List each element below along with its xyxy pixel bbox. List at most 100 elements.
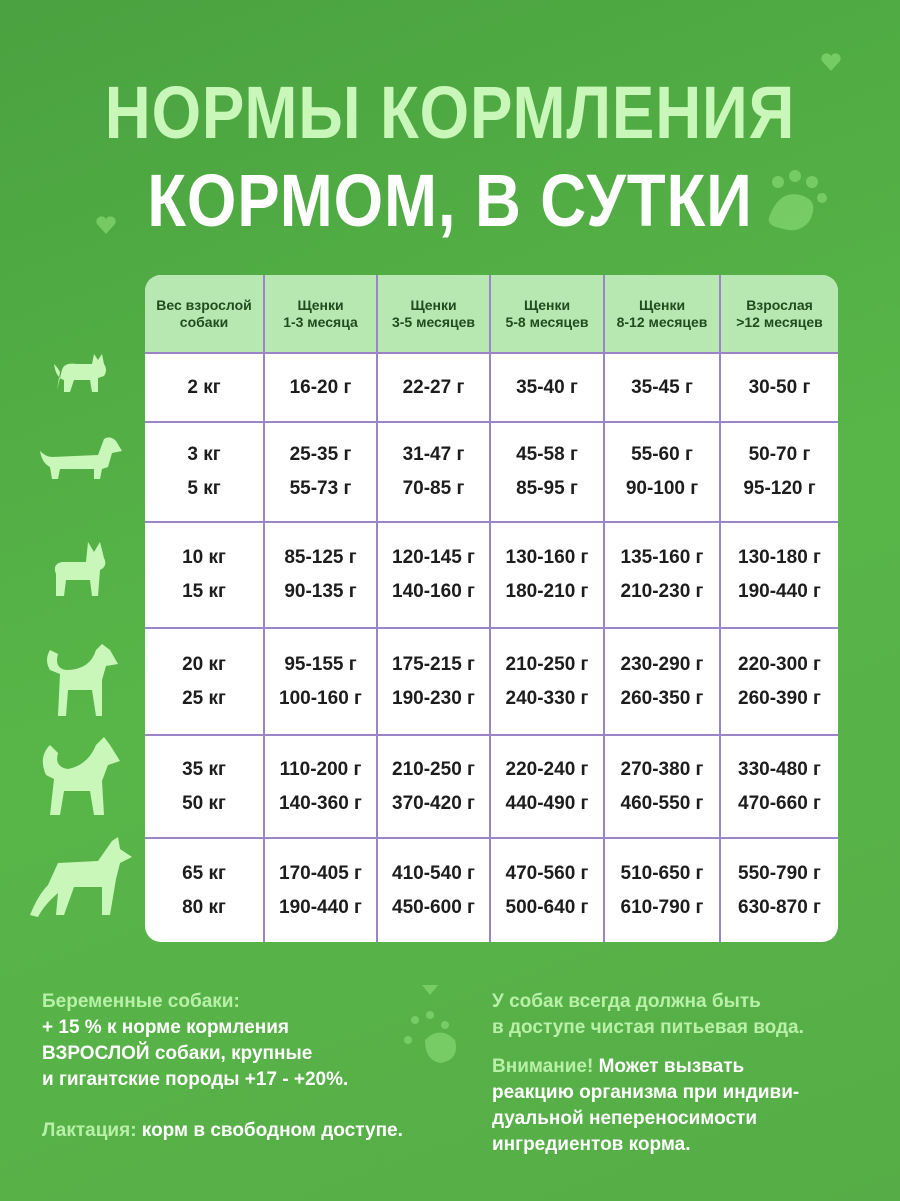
portion-cell: 35-45 г [603, 352, 721, 423]
cell-value: 90-100 г [625, 478, 699, 499]
portion-cell: 130-160 г 180-210 г [489, 521, 605, 629]
header-line: 5-8 месяцев [505, 313, 589, 330]
cell-value: 50-70 г [748, 444, 811, 465]
cell-value: 175-215 г [392, 653, 475, 675]
header-line: 1-3 месяца [283, 313, 358, 330]
cell-value: 2 кг [187, 376, 221, 398]
cell-value: 15 кг [182, 581, 226, 602]
cell-value: 510-650 г [620, 862, 704, 884]
paw-icon [768, 170, 827, 231]
pregnant-line: и гигантские породы +17 - +20%. [42, 1069, 349, 1090]
warning-line: реакцию организма при индиви- [492, 1082, 800, 1103]
portion-cell: 270-380 г 460-550 г [603, 734, 721, 839]
weight-cell: 35 кг 50 кг [145, 734, 265, 839]
warning-line: ингредиентов корма. [492, 1134, 691, 1155]
header-line: собаки [179, 313, 229, 330]
cell-value: 35 кг [182, 758, 226, 780]
cell-value: 70-85 г [402, 478, 465, 499]
pregnant-line: ВЗРОСЛОЙ собаки, крупные [42, 1043, 313, 1064]
cell-value: 55-73 г [289, 478, 352, 499]
weight-cell: 3 кг 5 кг [145, 421, 265, 523]
cell-value: 140-360 г [279, 792, 362, 814]
portion-cell: 85-125 г 90-135 г [263, 521, 378, 629]
cell-value: 180-210 г [505, 581, 589, 602]
cell-value: 210-230 г [620, 581, 704, 602]
cell-value: 410-540 г [392, 862, 475, 884]
cell-value: 270-380 г [620, 758, 704, 780]
french-bulldog-silhouette-icon [54, 542, 106, 596]
portion-cell: 35-40 г [489, 352, 605, 423]
portion-cell: 45-58 г 85-95 г [489, 421, 605, 523]
header-line: Щенки [297, 296, 344, 313]
warning-line: Может вызвать [593, 1056, 745, 1077]
column-header: Вес взрослой собаки [145, 275, 265, 354]
portion-cell: 16-20 г [263, 352, 378, 423]
cell-value: 31-47 г [402, 444, 465, 465]
cell-value: 260-390 г [738, 687, 821, 709]
feeding-table: Вес взрослой собаки Щенки 1-3 месяца Щенки 3-… [145, 275, 838, 942]
heart-icon [821, 53, 841, 71]
portion-cell: 120-145 г 140-160 г [376, 521, 491, 629]
portion-cell: 210-250 г 240-330 г [489, 627, 605, 736]
portion-cell: 220-240 г 440-490 г [489, 734, 605, 839]
column-header: Щенки 3-5 месяцев [376, 275, 491, 354]
header-line: Щенки [638, 296, 686, 313]
cell-value: 90-135 г [284, 581, 357, 602]
cell-value: 25-35 г [289, 444, 352, 465]
pregnant-line: + 15 % к норме кормления [42, 1017, 289, 1038]
portion-cell: 22-27 г [376, 352, 491, 423]
heart-icon [96, 216, 116, 234]
table-row: 3 кг 5 кг 25-35 г 55-73 г 31-47 г 70-85 г 45-5… [145, 421, 838, 523]
dachshund-silhouette-icon [40, 437, 122, 479]
cell-value: 230-290 г [620, 653, 704, 675]
cell-value: 190-440 г [279, 896, 362, 918]
cell-value: 220-240 г [505, 758, 589, 780]
cell-value: 65 кг [182, 862, 226, 884]
header-line: Щенки [410, 296, 457, 313]
title-line-1: НОРМЫ КОРМЛЕНИЯ [104, 71, 796, 154]
portion-cell: 95-155 г 100-160 г [263, 627, 378, 736]
cell-value: 85-95 г [516, 478, 578, 499]
cell-value: 95-155 г [284, 653, 357, 675]
cell-value: 25 кг [182, 687, 226, 709]
portion-cell: 31-47 г 70-85 г [376, 421, 491, 523]
water-line: У собак всегда должна быть [492, 991, 761, 1012]
cat-silhouette-icon [54, 354, 106, 392]
cell-value: 35-40 г [516, 376, 578, 398]
header-line: Взрослая [746, 296, 813, 313]
cell-value: 45-58 г [516, 444, 578, 465]
portion-cell: 55-60 г 90-100 г [603, 421, 721, 523]
cell-value: 470-660 г [738, 792, 821, 814]
weight-cell: 65 кг 80 кг [145, 837, 265, 942]
cell-value: 470-560 г [505, 862, 589, 884]
portion-cell: 175-215 г 190-230 г [376, 627, 491, 736]
cell-value: 10 кг [182, 547, 226, 568]
cell-value: 3 кг [187, 444, 221, 465]
table-row: 10 кг 15 кг 85-125 г 90-135 г 120-145 г 140-1… [145, 521, 838, 629]
lactation-label: Лактация: [42, 1120, 137, 1141]
large-dog-silhouette-icon [42, 737, 120, 815]
portion-cell: 135-160 г 210-230 г [603, 521, 721, 629]
husky-silhouette-icon [47, 644, 118, 716]
cell-value: 210-250 г [392, 758, 475, 780]
pregnant-label: Беременные собаки: [42, 991, 240, 1012]
cell-value: 170-405 г [279, 862, 362, 884]
portion-cell: 230-290 г 260-350 г [603, 627, 721, 736]
cell-value: 95-120 г [743, 478, 816, 499]
cell-value: 22-27 г [402, 376, 465, 398]
table-row: 35 кг 50 кг 110-200 г 140-360 г 210-250 г 370… [145, 734, 838, 839]
cell-value: 220-300 г [738, 653, 821, 675]
column-header: Щенки 8-12 месяцев [603, 275, 721, 354]
column-header: Щенки 5-8 месяцев [489, 275, 605, 354]
weight-cell: 2 кг [145, 352, 265, 423]
pregnant-note: Беременные собаки: + 15 % к норме кормле… [42, 989, 348, 1093]
cell-value: 55-60 г [631, 444, 693, 465]
header-line: Щенки [523, 296, 571, 313]
cell-value: 370-420 г [392, 792, 475, 814]
cell-value: 120-145 г [392, 547, 475, 568]
cell-value: 240-330 г [505, 687, 589, 709]
paw-icon [404, 985, 456, 1063]
warning-note: Внимание! Может вызвать реакцию организм… [492, 1054, 799, 1158]
cell-value: 260-350 г [620, 687, 704, 709]
cell-value: 190-440 г [738, 581, 821, 602]
